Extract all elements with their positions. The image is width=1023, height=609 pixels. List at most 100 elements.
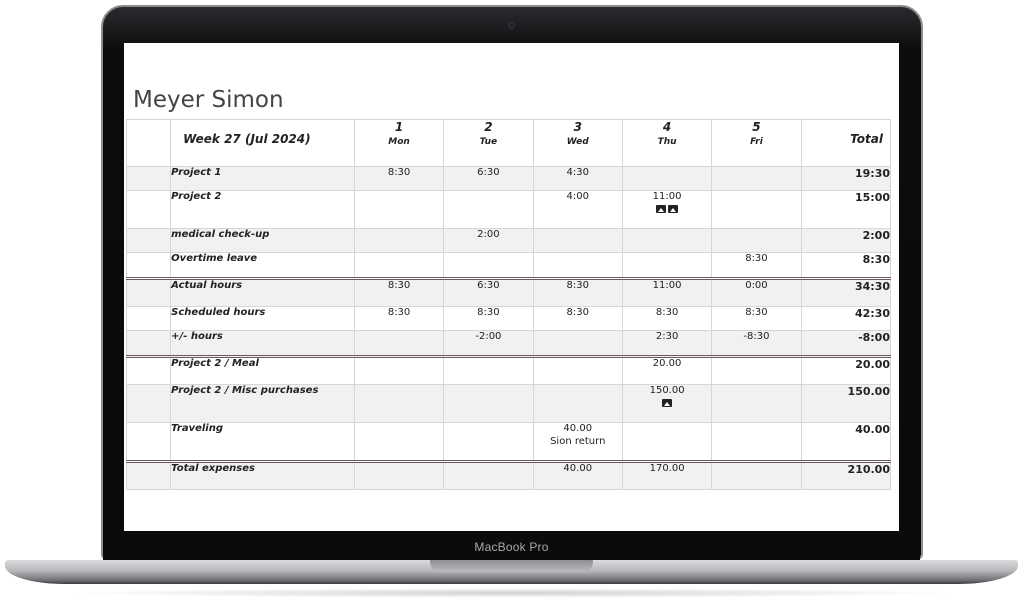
cell[interactable] [711,355,802,385]
cell[interactable] [353,190,445,229]
total-header: Total [800,119,892,167]
image-icon[interactable] [656,205,667,213]
cell: 11:00 [621,277,713,307]
cell[interactable]: 8:30 [711,252,802,279]
row-label: Total expenses [170,460,355,490]
cell[interactable] [353,422,445,462]
row-total: 210.00 [800,460,892,490]
row-label[interactable]: medical check-up [170,228,355,253]
day-name: Wed [566,137,589,147]
cell: 8:30 [532,277,623,307]
table-row: Project 1 8:30 6:30 4:30 19:30 [125,166,892,191]
cell[interactable] [353,355,445,385]
day-number: 1 [394,120,404,134]
camera-icon [508,22,515,29]
row-total: 2:00 [800,228,892,253]
timesheet-table: Week 27 (Jul 2024) 1 Mon 2 Tue 3 Wed 4 Thu 5… [125,119,892,490]
day-name: Thu [657,137,677,147]
cell-value: 11:00 [652,191,682,202]
cell-with-note[interactable]: 40.00 Sion return [532,422,623,462]
cell: 8:30 [621,306,713,331]
day-name: Fri [750,137,763,147]
cell [532,330,623,357]
screen: Meyer Simon Week 27 (Jul 2024) 1 Mon 2 Tue… [124,43,899,531]
cell[interactable] [443,422,534,462]
row-label: +/- hours [170,330,355,357]
cell-with-attachments[interactable]: 11:00 [621,190,713,229]
day-header-mon: 1 Mon [353,119,445,167]
cell: 0:00 [711,277,802,307]
day-header-tue: 2 Tue [443,119,534,167]
day-header-fri: 5 Fri [711,119,802,167]
cell: 2:30 [621,330,713,357]
cell: -2:00 [443,330,534,357]
employee-name: Meyer Simon [133,87,284,113]
cell[interactable] [621,252,713,279]
cell[interactable]: 4:00 [532,190,623,229]
cell[interactable] [532,355,623,385]
cell-value: 150.00 [649,385,685,396]
row-total: 15:00 [800,190,892,229]
row-label[interactable]: Project 2 / Meal [170,355,355,385]
cell[interactable]: 2:00 [443,228,534,253]
row-label[interactable]: Traveling [170,422,355,462]
table-row: Actual hours 8:30 6:30 8:30 11:00 0:00 3… [125,277,892,307]
cell: 40.00 [532,460,623,490]
laptop-shadow [60,588,963,598]
cell[interactable]: 8:30 [353,166,445,191]
cell[interactable] [443,252,534,279]
cell[interactable] [621,422,713,462]
row-label[interactable]: Overtime leave [170,252,355,279]
row-total: 34:30 [800,277,892,307]
cell[interactable] [443,384,534,423]
row-total: -8:00 [800,330,892,357]
header-row: Week 27 (Jul 2024) 1 Mon 2 Tue 3 Wed 4 Thu 5… [125,119,892,167]
day-number: 2 [484,120,493,134]
cell[interactable] [711,228,802,253]
table-row: Project 2 / Meal 20.00 20.00 [125,355,892,385]
cell-with-attachments[interactable]: 150.00 [621,384,713,423]
row-label: Actual hours [170,277,355,307]
row-total: 150.00 [800,384,892,423]
row-label[interactable]: Project 1 [170,166,355,191]
day-number: 5 [752,120,761,134]
device-brand: MacBook Pro [474,540,549,554]
cell: 6:30 [443,277,534,307]
total-expenses-row: Total expenses 40.00 170.00 210.00 [125,460,892,490]
row-total: 42:30 [800,306,892,331]
row-label[interactable]: Project 2 [170,190,355,229]
cell[interactable] [353,252,445,279]
image-icon[interactable] [662,399,673,407]
cell[interactable] [353,228,445,253]
cell: 8:30 [353,277,445,307]
table-row: Overtime leave 8:30 8:30 [125,252,892,279]
cell[interactable] [711,190,802,229]
image-icon[interactable] [668,205,679,213]
day-number: 4 [662,120,672,134]
cell: -8:30 [711,330,802,357]
cell[interactable] [532,252,623,279]
row-label[interactable]: Project 2 / Misc purchases [170,384,355,423]
cell[interactable] [621,166,713,191]
row-total: 8:30 [800,252,892,279]
cell[interactable]: 6:30 [443,166,534,191]
cell[interactable] [353,384,445,423]
cell: 170.00 [621,460,713,490]
cell [353,330,445,357]
cell[interactable] [621,228,713,253]
screen-chin [103,531,920,560]
cell[interactable] [532,384,623,423]
cell[interactable]: 20.00 [621,355,713,385]
cell[interactable] [532,228,623,253]
cell[interactable] [443,355,534,385]
cell [443,460,534,490]
cell[interactable] [711,166,802,191]
cell[interactable]: 4:30 [532,166,623,191]
cell[interactable] [711,422,802,462]
header-blank [125,119,172,167]
cell[interactable] [443,190,534,229]
cell-note: Sion return [550,436,606,447]
row-total: 20.00 [800,355,892,385]
cell[interactable] [711,384,802,423]
row-total: 19:30 [800,166,892,191]
